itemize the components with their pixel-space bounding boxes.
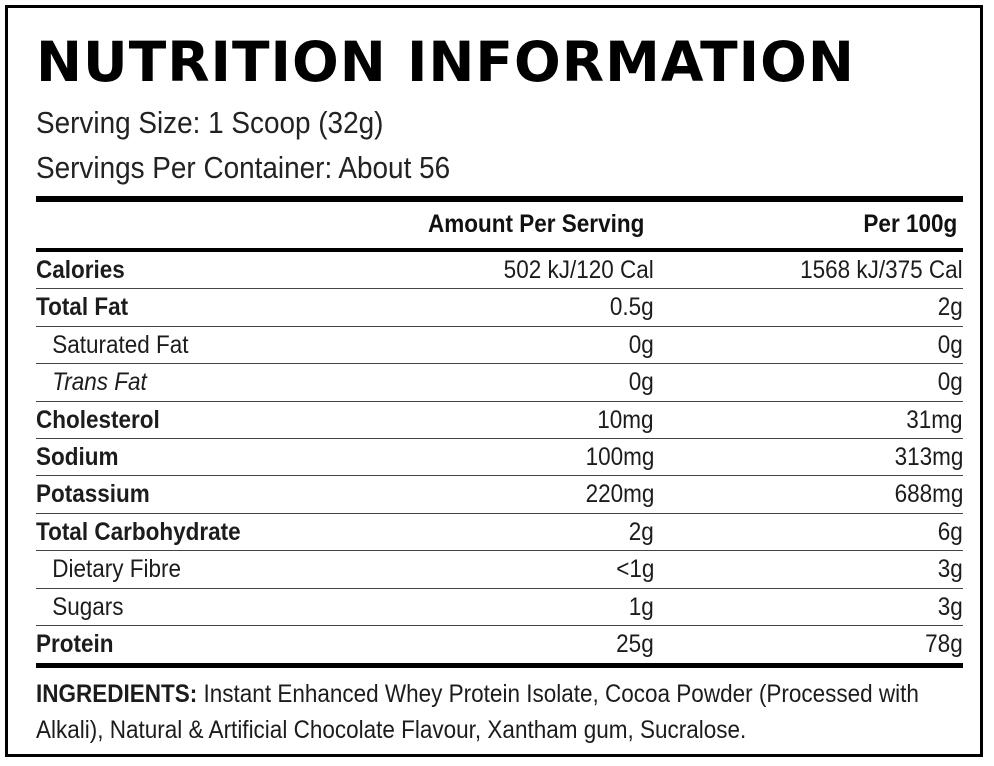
nutrient-row-dietary-fibre: Dietary Fibre <1g 3g [36,551,963,589]
ingredients-line-1: INGREDIENTS: Instant Enhanced Whey Prote… [36,676,963,712]
nutrient-row-total-carbohydrate: Total Carbohydrate 2g 6g [36,514,963,552]
nutrient-per-100g: 31mg [906,405,963,434]
nutrient-per-serving: 100mg [585,442,654,471]
nutrient-per-100g: 2g [937,293,963,322]
nutrient-row-potassium: Potassium 220mg 688mg [36,476,963,514]
column-header-amount-per-serving: Amount Per Serving [427,210,644,238]
thick-divider-bottom [36,663,963,668]
nutrient-per-serving: 220mg [585,480,654,509]
nutrient-name: Sugars [52,592,124,621]
nutrient-name: Total Fat [36,293,129,322]
header-divider [36,248,963,252]
ingredients-label: INGREDIENTS: [36,680,198,708]
nutrient-row-cholesterol: Cholesterol 10mg 31mg [36,402,963,439]
nutrient-per-serving: 2g [628,517,654,546]
nutrient-row-trans-fat: Trans Fat 0g 0g [36,364,963,402]
nutrient-per-serving: 25g [616,629,654,658]
nutrient-per-serving: 502 kJ/120 Cal [503,256,654,284]
nutrient-per-100g: 0g [937,368,963,397]
nutrient-name: Dietary Fibre [52,555,181,584]
ingredients-block: INGREDIENTS: Instant Enhanced Whey Prote… [36,676,963,748]
nutrient-row-total-fat: Total Fat 0.5g 2g [36,289,963,327]
column-header-per-100g: Per 100g [863,210,957,238]
nutrient-row-saturated-fat: Saturated Fat 0g 0g [36,327,963,365]
ingredients-text-1: Instant Enhanced Whey Protein Isolate, C… [197,680,919,708]
ingredients-text-2: Alkali), Natural & Artificial Chocolate … [36,716,747,744]
nutrient-name: Potassium [36,480,150,509]
servings-per-container: Servings Per Container: About 56 [36,150,451,185]
nutrient-row-calories: Calories 502 kJ/120 Cal 1568 kJ/375 Cal [36,252,963,290]
nutrient-name: Total Carbohydrate [36,517,241,546]
serving-size: Serving Size: 1 Scoop (32g) [36,105,384,140]
nutrient-per-serving: <1g [615,555,654,584]
nutrient-row-protein: Protein 25g 78g [36,626,963,663]
panel-title: NUTRITION INFORMATION [36,30,855,94]
nutrient-per-serving: 0g [628,368,654,397]
nutrient-name: Saturated Fat [52,330,189,359]
nutrient-per-100g: 688mg [894,480,963,509]
thick-divider-top [36,196,963,202]
nutrient-per-serving: 1g [628,592,654,621]
nutrient-per-serving: 10mg [597,405,654,434]
nutrient-name: Calories [36,256,125,284]
nutrient-per-100g: 3g [937,592,963,621]
nutrient-row-sodium: Sodium 100mg 313mg [36,439,963,477]
nutrient-table: Calories 502 kJ/120 Cal 1568 kJ/375 Cal … [36,252,963,663]
nutrient-per-serving: 0g [628,330,654,359]
nutrition-panel: NUTRITION INFORMATION Serving Size: 1 Sc… [5,5,983,757]
nutrient-name: Sodium [36,442,119,471]
nutrient-per-100g: 78g [925,629,963,658]
nutrient-per-100g: 1568 kJ/375 Cal [800,256,963,284]
nutrient-row-sugars: Sugars 1g 3g [36,589,963,626]
nutrient-name: Protein [36,629,114,658]
nutrient-per-serving: 0.5g [610,293,654,322]
nutrient-per-100g: 6g [937,517,963,546]
nutrient-per-100g: 313mg [894,442,963,471]
nutrient-name: Trans Fat [52,368,147,397]
nutrient-name: Cholesterol [36,405,160,434]
nutrient-per-100g: 0g [937,330,963,359]
nutrient-per-100g: 3g [937,555,963,584]
